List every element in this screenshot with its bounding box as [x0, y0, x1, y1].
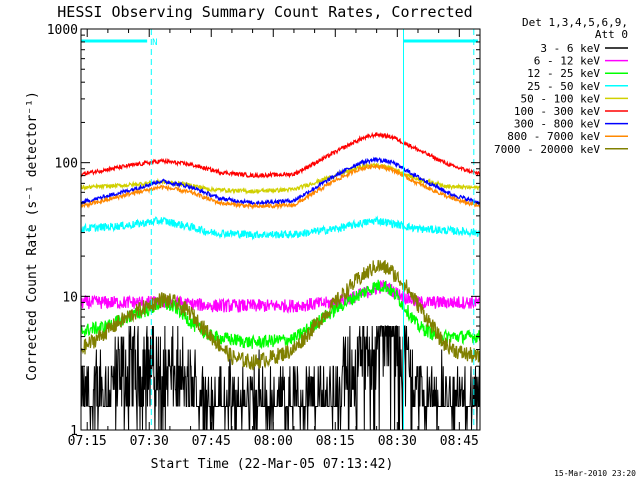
x-tick-label: 07:45 — [192, 434, 231, 449]
series-line-0 — [81, 325, 480, 430]
legend-label: 12 - 25 keV — [527, 67, 600, 80]
series-line-2 — [81, 279, 480, 350]
legend-label: 3 - 6 keV — [540, 42, 600, 55]
legend-label: 100 - 300 keV — [514, 105, 600, 118]
series-line-6 — [81, 156, 480, 207]
top-bar-label: N — [152, 38, 157, 48]
series-line-7 — [81, 162, 480, 210]
y-tick-label: 10 — [62, 290, 78, 305]
x-tick-label: 07:15 — [68, 434, 107, 449]
y-tick-label: 100 — [55, 157, 78, 172]
legend-label: 300 - 800 keV — [514, 118, 600, 131]
y-tick-label: 1000 — [47, 23, 78, 38]
legend-header: Det 1,3,4,5,6,9, — [522, 16, 628, 29]
legend-label: 800 - 7000 keV — [507, 130, 600, 143]
legend-label: 6 - 12 keV — [534, 55, 601, 68]
chart-title: HESSI Observing Summary Count Rates, Cor… — [57, 3, 472, 21]
legend-label: 50 - 100 keV — [521, 92, 601, 105]
series-line-3 — [81, 215, 480, 241]
legend-header: Att 0 — [595, 28, 628, 41]
footer-timestamp: 15-Mar-2010 23:20 — [554, 469, 636, 478]
x-axis-label: Start Time (22-Mar-05 07:13:42) — [151, 457, 394, 472]
plot-frame — [80, 28, 481, 431]
y-tick-label: 1 — [70, 424, 78, 439]
y-axis-label: Corrected Count Rate (s⁻¹ detector⁻¹) — [25, 91, 40, 381]
x-tick-label: 07:30 — [130, 434, 169, 449]
x-tick-label: 08:15 — [316, 434, 355, 449]
x-tick-label: 08:30 — [378, 434, 417, 449]
series-line-8 — [81, 259, 480, 371]
series-line-5 — [81, 131, 480, 179]
x-tick-label: 08:00 — [254, 434, 293, 449]
legend-label: 7000 - 20000 keV — [494, 143, 600, 156]
x-tick-label: 08:45 — [440, 434, 479, 449]
legend-label: 25 - 50 keV — [527, 80, 600, 93]
